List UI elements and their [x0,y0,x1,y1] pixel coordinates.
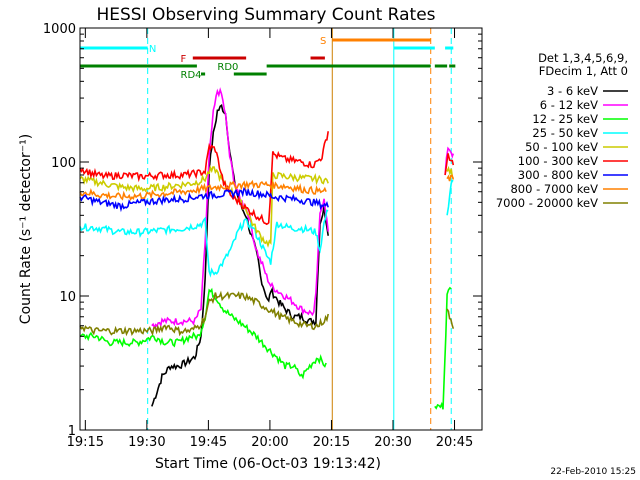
series-line [444,146,455,176]
footer-date: 22-Feb-2010 15:25 [550,467,636,477]
legend-header: Det 1,3,4,5,6,9, [538,51,628,65]
legend-entry-label: 800 - 7000 keV [510,182,598,196]
y-tick-label: 1 [68,424,76,439]
series-line [434,286,452,410]
x-tick-label: 20:00 [251,435,288,450]
legend-entry-label: 25 - 50 keV [532,126,598,140]
vertical-markers [147,28,452,430]
series-line [446,174,455,182]
legend: Det 1,3,4,5,6,9,FDecim 1, Att 0 3 - 6 keV… [496,51,628,210]
y-tick-label: 100 [51,156,76,171]
chart-title: HESSI Observing Summary Count Rates [96,5,435,25]
x-tick-label: 20:30 [374,435,411,450]
series-line [79,165,329,248]
series-line [444,153,455,176]
flag-label: N [149,44,156,55]
series-line [79,290,329,337]
series-line [151,87,329,330]
flag-label: RD0 [217,62,238,73]
legend-header: FDecim 1, Att 0 [539,64,628,78]
x-tick-label: 20:45 [436,435,473,450]
x-tick-label: 19:30 [128,435,165,450]
flag-label: F [181,54,187,65]
series-layer [79,87,455,410]
legend-entry-label: 100 - 300 keV [518,154,598,168]
series-line [446,308,455,329]
y-axis-label: Count Rate (s⁻¹ detector⁻¹) [18,134,34,324]
flag-layer: N S F RD0 RD4 [80,36,456,81]
x-tick-label: 19:15 [67,435,104,450]
axes: 1 10 100 1000 19:15 19:30 19:45 20:00 20:15 20:30… [43,22,483,450]
legend-entry-label: 50 - 100 keV [525,140,598,154]
flag-label: S [320,36,326,47]
y-tick-label: 1000 [43,22,76,37]
x-tick-label: 19:45 [190,435,227,450]
series-line [79,131,329,226]
series-line [79,209,329,278]
y-tick-label: 10 [59,290,76,305]
x-axis-label: Start Time (06-Oct-03 19:13:42) [155,456,381,472]
series-line [446,179,454,216]
plot-frame [79,27,483,431]
flag-label: RD4 [181,70,202,81]
series-line [79,179,327,201]
series-line [151,103,329,407]
legend-entry-label: 7000 - 20000 keV [496,196,598,210]
legend-entry-label: 3 - 6 keV [547,84,598,98]
legend-entry-label: 300 - 800 keV [518,168,598,182]
series-line [79,287,327,380]
x-tick-label: 20:15 [313,435,350,450]
series-line [79,186,329,213]
legend-entry-label: 6 - 12 keV [540,98,598,112]
legend-entry-label: 12 - 25 keV [532,112,598,126]
